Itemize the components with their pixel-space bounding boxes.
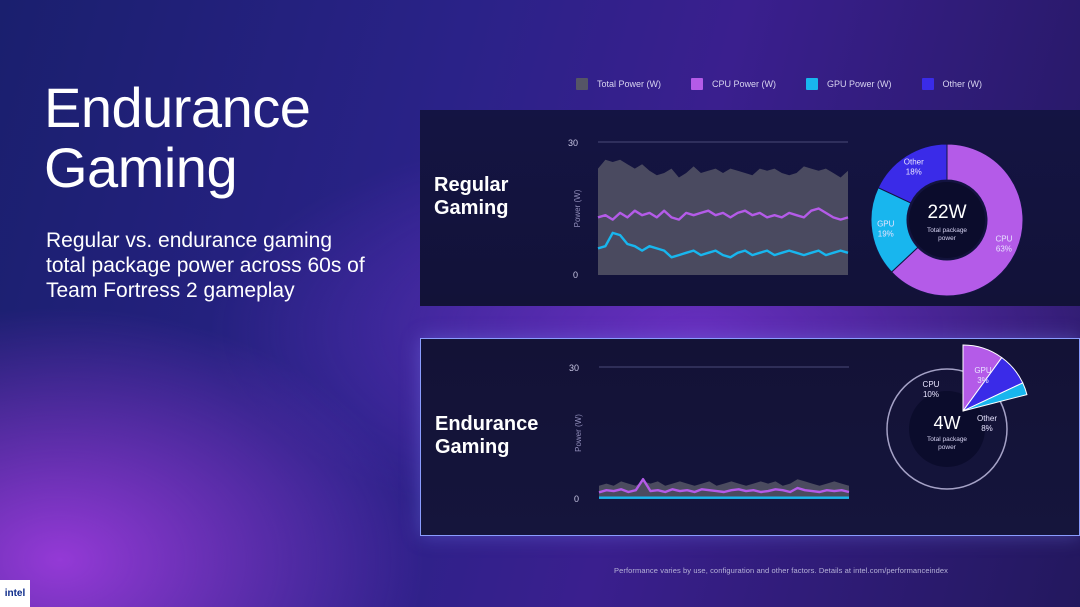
donut-label-gpu: GPU 3% [974,366,992,385]
endurance-label-line-2: Gaming [435,436,510,458]
title-line-2: Gaming [44,136,238,199]
slide-title: Endurance Gaming [44,76,311,199]
series-cpu-line [597,207,849,221]
series-total-area [599,479,849,499]
footer-disclaimer: Performance varies by use, configuration… [614,566,949,575]
y-axis-label: Power (W) [574,414,583,452]
series-gpu-line [597,231,849,259]
endurance-gaming-label: Endurance Gaming [435,413,538,459]
legend-swatch-gpu [806,78,819,90]
intel-logo: intel [0,580,30,607]
legend-label-gpu: GPU Power (W) [827,79,892,89]
legend-label-cpu: CPU Power (W) [712,79,777,89]
title-line-1: Endurance [44,76,311,139]
endurance-label-line-1: Endurance [435,413,539,435]
y-tick-label-min: 0 [573,270,578,280]
legend-swatch-total [576,78,588,90]
endurance-gaming-panel: Endurance Gaming 30 0 Power (W) CPU 10% Other… [420,338,1080,536]
regular-gaming-chart: 30 0 Power (W) CPU 63% GPU 19% Other 18% 22W Total… [568,138,1024,297]
donut-center-label: Total package power [927,436,967,451]
donut-label-cpu: CPU 10% [923,380,940,399]
regular-label-line-2: Gaming [434,197,509,219]
donut-ring [886,368,1008,490]
donut-center-value: 22W [927,202,966,223]
donut-label-other: Other 18% [904,158,924,177]
regular-gaming-label: Regular Gaming [434,174,508,220]
chart-legend: Total Power (W) CPU Power (W) GPU Power … [576,78,1012,90]
donut-center-value: 4W [934,413,961,433]
endurance-gaming-chart: 30 0 Power (W) CPU 10% Other 8% GPU 3% 4W Total pa… [569,344,1028,504]
legend-item-other: Other (W) [921,78,983,90]
regular-gaming-panel: Regular Gaming 30 0 Power (W) CPU 63% GPU 19% O… [420,110,1080,306]
donut-center [909,182,985,258]
y-axis-label: Power (W) [573,189,582,227]
legend-item-gpu: GPU Power (W) [806,78,892,90]
legend-label-total: Total Power (W) [597,79,662,89]
donut-label-other: Other 8% [977,414,997,433]
regular-label-line-1: Regular [434,174,509,196]
donut-slice-gpu [962,382,1028,412]
legend-item-total: Total Power (W) [576,78,661,90]
donut-label-cpu: CPU 63% [995,235,1012,254]
y-tick-label-min: 0 [574,494,579,504]
series-cpu-line [598,477,850,494]
legend-item-cpu: CPU Power (W) [691,78,776,90]
y-tick-label-max: 30 [569,363,579,373]
donut-label-gpu: GPU 19% [877,220,895,239]
donut-slice-cpu [890,143,1024,297]
donut-slice-other [877,143,948,204]
legend-swatch-cpu [691,78,704,90]
series-total-area [598,159,848,275]
y-tick-label-max: 30 [568,138,578,148]
legend-swatch-other [921,78,934,90]
donut-center-label: Total package power [927,227,967,242]
legend-label-other: Other (W) [942,79,983,89]
slide-subtitle: Regular vs. endurance gaming total packa… [46,229,365,302]
